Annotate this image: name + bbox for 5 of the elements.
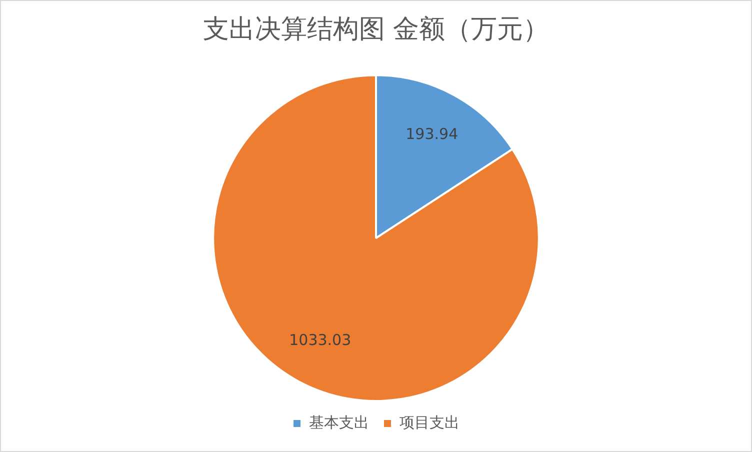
data-label: 1033.03 <box>289 331 352 350</box>
legend-label: 项目支出 <box>400 413 460 432</box>
legend-label: 基本支出 <box>309 413 369 432</box>
data-label: 193.94 <box>406 124 458 143</box>
chart-title: 支出决算结构图 金额（万元） <box>202 14 550 44</box>
